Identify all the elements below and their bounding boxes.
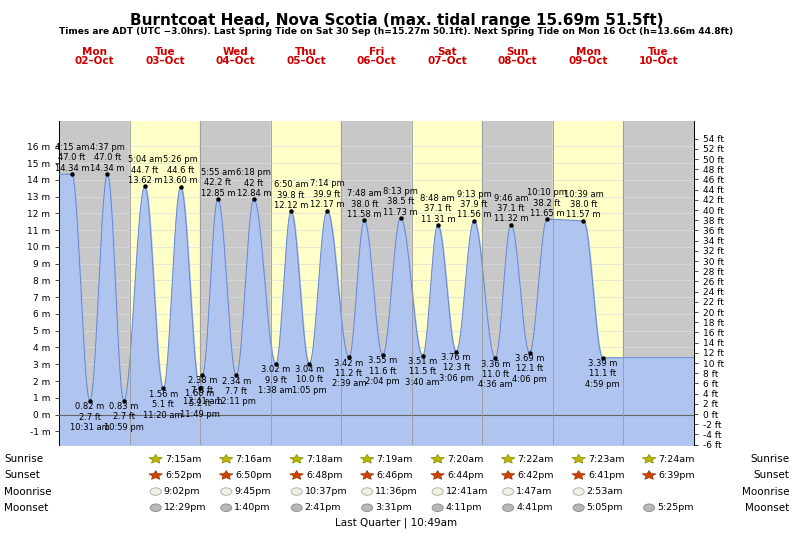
Text: 3.55 m
11.6 ft
2:04 pm: 3.55 m 11.6 ft 2:04 pm [366, 356, 400, 386]
Text: 0.83 m
2.7 ft
10:59 pm: 0.83 m 2.7 ft 10:59 pm [104, 402, 144, 432]
Text: 3.39 m
11.1 ft
4:59 pm: 3.39 m 11.1 ft 4:59 pm [585, 359, 620, 389]
Text: 5:04 am
44.7 ft
13.62 m: 5:04 am 44.7 ft 13.62 m [128, 155, 162, 185]
Text: 7:19am: 7:19am [377, 455, 413, 464]
Text: Tue: Tue [649, 46, 669, 57]
Text: 8:13 pm
38.5 ft
11.73 m: 8:13 pm 38.5 ft 11.73 m [383, 187, 418, 217]
Text: 9:46 am
37.1 ft
11.32 m: 9:46 am 37.1 ft 11.32 m [494, 194, 528, 224]
Text: Last Quarter | 10:49am: Last Quarter | 10:49am [335, 517, 458, 528]
Text: 6:42pm: 6:42pm [518, 471, 554, 480]
Text: 2:53am: 2:53am [587, 487, 623, 496]
Text: 7:20am: 7:20am [447, 455, 484, 464]
Text: 12:41am: 12:41am [446, 487, 488, 496]
Text: 11:36pm: 11:36pm [375, 487, 418, 496]
Text: Thu: Thu [295, 46, 317, 57]
Text: Moonset: Moonset [745, 503, 789, 513]
Text: 1:47am: 1:47am [516, 487, 553, 496]
Text: Sunset: Sunset [753, 471, 789, 480]
Text: 9:02pm: 9:02pm [163, 487, 200, 496]
Text: 4:37 pm
47.0 ft
14.34 m: 4:37 pm 47.0 ft 14.34 m [90, 143, 125, 173]
Text: 8:48 am
37.1 ft
11.31 m: 8:48 am 37.1 ft 11.31 m [420, 194, 455, 224]
Bar [130, 121, 201, 445]
Text: 4:11pm: 4:11pm [446, 503, 482, 512]
Bar [271, 121, 342, 445]
Text: 3:31pm: 3:31pm [375, 503, 412, 512]
Text: Fri: Fri [369, 46, 385, 57]
Text: 7:14 pm
39.9 ft
12.17 m: 7:14 pm 39.9 ft 12.17 m [310, 179, 344, 209]
Text: 5:05pm: 5:05pm [587, 503, 623, 512]
Text: 6:46pm: 6:46pm [377, 471, 413, 480]
Text: 9:45pm: 9:45pm [234, 487, 270, 496]
Text: 7:24am: 7:24am [659, 455, 695, 464]
Text: 3.02 m
9.9 ft
1:38 am: 3.02 m 9.9 ft 1:38 am [259, 365, 293, 395]
Text: 12:29pm: 12:29pm [163, 503, 206, 512]
Text: 3.36 m
11.0 ft
4:36 am: 3.36 m 11.0 ft 4:36 am [478, 360, 512, 389]
Text: 1:40pm: 1:40pm [234, 503, 270, 512]
Text: Moonset: Moonset [4, 503, 48, 513]
Text: 5:25pm: 5:25pm [657, 503, 694, 512]
Text: 08–Oct: 08–Oct [498, 56, 538, 66]
Text: 5:26 pm
44.6 ft
13.60 m: 5:26 pm 44.6 ft 13.60 m [163, 155, 198, 185]
Text: Moonrise: Moonrise [741, 487, 789, 496]
Text: 5:55 am
42.2 ft
12.85 m: 5:55 am 42.2 ft 12.85 m [201, 168, 235, 198]
Text: Sat: Sat [438, 46, 457, 57]
Text: 10:37pm: 10:37pm [305, 487, 347, 496]
Text: Mon: Mon [576, 46, 600, 57]
Text: Sun: Sun [507, 46, 529, 57]
Text: 1.56 m
5.1 ft
11:20 am: 1.56 m 5.1 ft 11:20 am [144, 390, 183, 419]
Bar [553, 121, 623, 445]
Bar [59, 121, 130, 445]
Text: 7:15am: 7:15am [165, 455, 201, 464]
Text: 6:44pm: 6:44pm [447, 471, 484, 480]
Text: Sunset: Sunset [4, 471, 40, 480]
Text: Burntcoat Head, Nova Scotia (max. tidal range 15.69m 51.5ft): Burntcoat Head, Nova Scotia (max. tidal … [130, 13, 663, 29]
Text: 6:48pm: 6:48pm [306, 471, 343, 480]
Text: Wed: Wed [223, 46, 248, 57]
Text: Sunrise: Sunrise [750, 454, 789, 464]
Text: Tue: Tue [155, 46, 175, 57]
Text: 07–Oct: 07–Oct [427, 56, 467, 66]
Bar [201, 121, 271, 445]
Bar [482, 121, 553, 445]
Text: 10–Oct: 10–Oct [639, 56, 679, 66]
Text: 6:41pm: 6:41pm [588, 471, 625, 480]
Text: 9:13 pm
37.9 ft
11.56 m: 9:13 pm 37.9 ft 11.56 m [457, 190, 492, 219]
Text: 3.76 m
12.3 ft
3:06 pm: 3.76 m 12.3 ft 3:06 pm [439, 353, 473, 383]
Bar [342, 121, 412, 445]
Text: 10:39 am
38.0 ft
11.57 m: 10:39 am 38.0 ft 11.57 m [564, 190, 603, 219]
Text: 3.69 m
12.1 ft
4:06 pm: 3.69 m 12.1 ft 4:06 pm [512, 354, 547, 384]
Text: 2.34 m
7.7 ft
12:11 pm: 2.34 m 7.7 ft 12:11 pm [216, 377, 256, 406]
Text: 2:41pm: 2:41pm [305, 503, 341, 512]
Text: 7:18am: 7:18am [306, 455, 343, 464]
Text: 04–Oct: 04–Oct [216, 56, 255, 66]
Text: 2.38 m
7.8 ft
12:41 am: 2.38 m 7.8 ft 12:41 am [182, 376, 222, 406]
Text: Mon: Mon [82, 46, 107, 57]
Bar [412, 121, 482, 445]
Text: 10:10 pm
38.2 ft
11.65 m: 10:10 pm 38.2 ft 11.65 m [527, 188, 567, 218]
Text: 3.51 m
11.5 ft
3:40 am: 3.51 m 11.5 ft 3:40 am [405, 357, 440, 387]
Text: Sunrise: Sunrise [4, 454, 43, 464]
Text: 02–Oct: 02–Oct [75, 56, 114, 66]
Text: 7:23am: 7:23am [588, 455, 625, 464]
Text: 4:15 am
47.0 ft
14.34 m: 4:15 am 47.0 ft 14.34 m [55, 143, 89, 173]
Text: 03–Oct: 03–Oct [145, 56, 185, 66]
Text: Moonrise: Moonrise [4, 487, 52, 496]
Text: 6:39pm: 6:39pm [659, 471, 695, 480]
Text: 3.42 m
11.2 ft
2:39 am: 3.42 m 11.2 ft 2:39 am [331, 358, 366, 388]
Text: Times are ADT (UTC −3.0hrs). Last Spring Tide on Sat 30 Sep (h=15.27m 50.1ft). N: Times are ADT (UTC −3.0hrs). Last Spring… [59, 27, 734, 36]
Text: 4:41pm: 4:41pm [516, 503, 553, 512]
Text: 3.04 m
10.0 ft
1:05 pm: 3.04 m 10.0 ft 1:05 pm [292, 365, 327, 395]
Text: 06–Oct: 06–Oct [357, 56, 396, 66]
Text: 6:52pm: 6:52pm [165, 471, 201, 480]
Text: 6:50 am
39.8 ft
12.12 m: 6:50 am 39.8 ft 12.12 m [274, 180, 308, 210]
Text: 7:48 am
38.0 ft
11.58 m: 7:48 am 38.0 ft 11.58 m [347, 189, 381, 219]
Text: 6:50pm: 6:50pm [236, 471, 272, 480]
Text: 05–Oct: 05–Oct [286, 56, 326, 66]
Text: 1.60 m
5.2 ft
11:49 pm: 1.60 m 5.2 ft 11:49 pm [180, 389, 220, 419]
Text: 09–Oct: 09–Oct [569, 56, 608, 66]
Text: 0.82 m
2.7 ft
10:31 am: 0.82 m 2.7 ft 10:31 am [70, 402, 109, 432]
Bar [623, 121, 694, 445]
Text: 6:18 pm
42 ft
12.84 m: 6:18 pm 42 ft 12.84 m [236, 168, 271, 198]
Text: 7:22am: 7:22am [518, 455, 554, 464]
Text: 7:16am: 7:16am [236, 455, 272, 464]
